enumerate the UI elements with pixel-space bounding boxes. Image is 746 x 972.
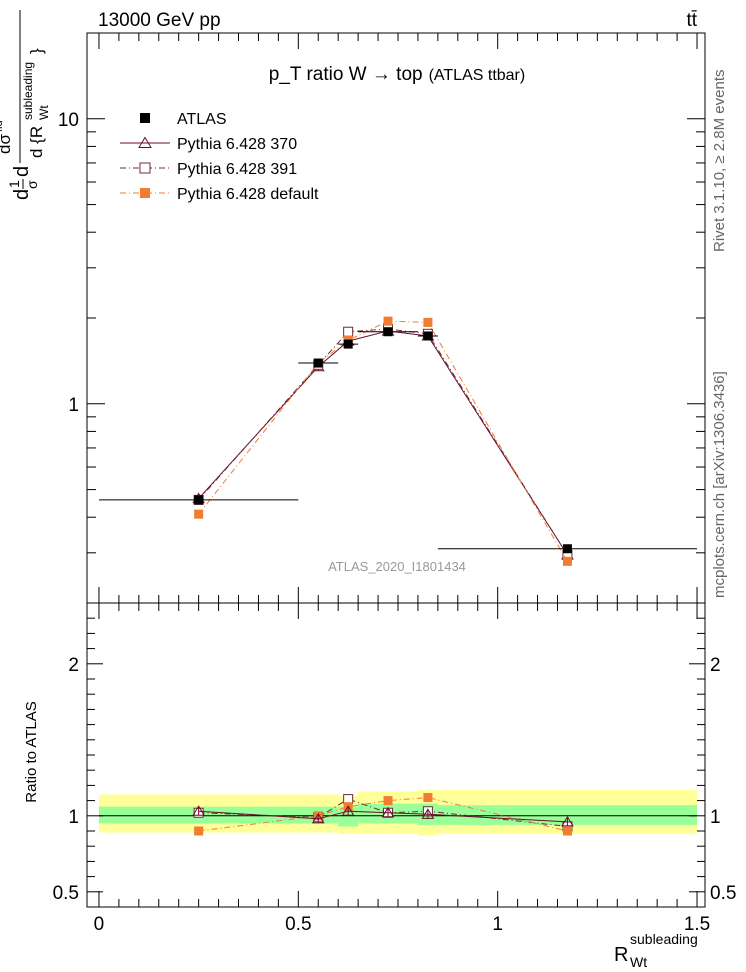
mcplots-label: mcplots.cern.ch [arXiv:1306.3436] [711,371,728,598]
uncertainty-band-inner [98,806,339,824]
ratio-plot-panel: 0.5 0.5 1 1 2 2 0 0.5 1 1.5 Ratio to ATLAS R subl… [23,602,736,970]
series-pythia-370 [192,325,574,560]
plot-title: p_T ratio W → top (ATLAS ttbar) [269,64,525,85]
legend-marker [139,162,151,174]
data-point [423,793,433,803]
series-line-pythia-391 [198,328,568,556]
series-atlas [98,327,698,554]
data-point [192,805,206,816]
svg-text:d {R: d {R [27,126,46,158]
data-point [343,339,353,349]
data-point [562,556,572,566]
svg-text:subleading: subleading [630,931,698,947]
x-tick-label: 1 [492,914,503,935]
data-point [383,796,393,806]
series-line-pythia-default [198,320,568,562]
svg-text:subleading: subleading [21,62,35,120]
energy-label: 13000 GeV pp [98,10,221,31]
legend-item-pythia-391: Pythia 6.428 391 [120,161,297,178]
legend: ATLAS Pythia 6.428 370 Pythia 6.428 391 Pyt… [120,111,319,203]
uncertainty-band-inner [437,805,698,825]
data-point [423,317,433,327]
svg-text:Wt: Wt [37,105,51,120]
data-point [194,509,204,519]
main-y-axis-label: d 1 σ d dσ fid d {R subleading Wt } [0,10,51,200]
svg-text:d: d [11,166,33,177]
x-tick-label: 0 [94,914,105,935]
legend-label: ATLAS [177,111,227,128]
data-point [383,316,393,326]
data-point [423,331,433,341]
y-tick-label-right: 2 [710,655,721,676]
data-point [562,544,572,554]
svg-text:d: d [11,189,33,200]
legend-marker [140,113,150,123]
y-tick-label: 10 [58,110,79,131]
data-point [194,495,204,505]
plot-title-main: p_T ratio W → top [269,64,423,85]
legend-label: Pythia 6.428 391 [177,161,297,178]
main-plot-axes: 1 10 [58,32,705,604]
svg-text:fid: fid [0,120,5,132]
legend-item-pythia-370: Pythia 6.428 370 [120,136,297,153]
ratio-y-axis-label: Ratio to ATLAS [23,701,40,802]
legend-marker [138,136,152,148]
data-point [561,815,574,827]
analysis-watermark: ATLAS_2020_I1801434 [328,559,466,574]
x-axis-label: R subleading Wt [614,931,698,970]
y-tick-label: 1 [68,807,79,828]
legend-item-atlas: ATLAS [140,111,227,128]
main-plot-marks [98,316,698,566]
data-point [341,805,355,816]
legend-label: Pythia 6.428 default [177,186,319,203]
svg-text:R: R [614,944,628,966]
x-tick-label: 1.5 [684,914,710,935]
y-tick-label: 0.5 [53,883,79,904]
data-point [343,326,354,337]
data-point [562,826,572,836]
svg-text:Wt: Wt [630,954,647,970]
y-tick-label-right: 0.5 [710,883,736,904]
series-line-pythia-391 [198,798,568,827]
data-point [313,358,323,368]
data-point [194,826,204,836]
ratio-plot-axes: 0.5 0.5 1 1 2 2 0 0.5 1 1.5 [53,603,736,935]
series-line-pythia-default [198,797,568,832]
series-pythia-370 [192,805,574,827]
svg-text:dσ: dσ [0,134,14,154]
svg-text:}: } [27,48,46,54]
y-tick-label: 2 [68,655,79,676]
data-point [383,327,393,337]
series-pythia-391 [193,323,573,560]
ratio-plot-frame [86,602,706,908]
legend-label: Pythia 6.428 370 [177,136,297,153]
legend-marker [140,188,150,198]
svg-text:1: 1 [6,180,22,188]
main-plot-panel: 1 10 p_T ratio W → top (ATLAS ttbar) ATLAS… [0,10,706,604]
legend-item-pythia-default: Pythia 6.428 default [120,186,319,203]
rivet-label: Rivet 3.1.10, ≥ 2.8M events [711,70,728,253]
series-line-pythia-370 [198,330,568,556]
data-point [311,812,325,824]
process-label: tt̄ [686,10,697,31]
svg-text:σ: σ [24,180,40,189]
ratio-plot-marks [98,789,698,836]
data-point [381,806,395,818]
data-point [421,808,435,819]
x-tick-label: 0.5 [285,914,311,935]
y-tick-label-right: 1 [710,807,721,828]
plot-title-sub: (ATLAS ttbar) [429,67,526,84]
series-line-pythia-370 [198,810,568,823]
y-tick-label: 1 [68,395,79,416]
